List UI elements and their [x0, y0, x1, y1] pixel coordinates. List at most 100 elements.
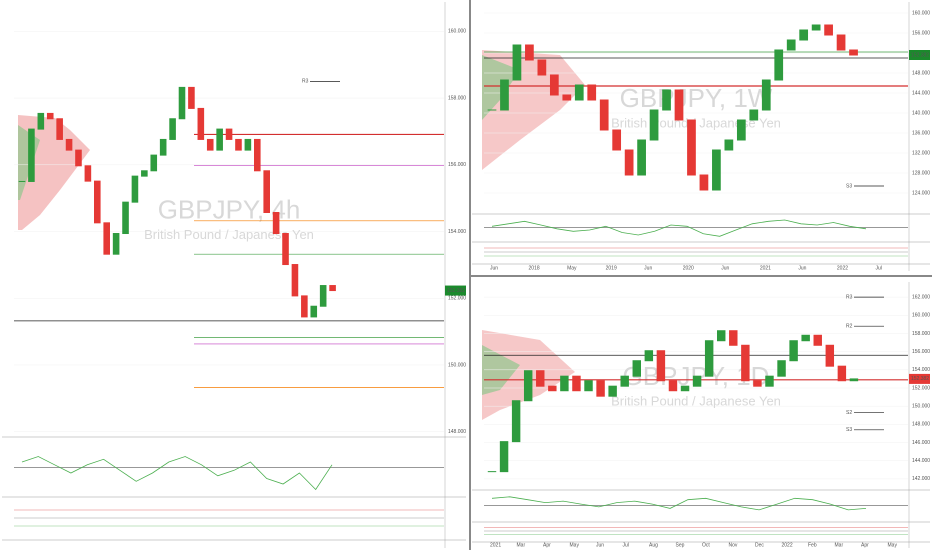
y-tick-label: 154.000	[912, 367, 930, 373]
time-label: 2020	[683, 265, 694, 271]
candle	[319, 285, 327, 307]
candle	[777, 360, 786, 377]
candle	[329, 285, 336, 292]
candle	[637, 139, 646, 176]
y-tick-label: 156.000	[912, 349, 930, 355]
candle	[46, 112, 54, 120]
candle	[141, 170, 148, 177]
candle	[584, 380, 593, 392]
time-label: 2022	[782, 542, 793, 548]
oscillator-line	[491, 219, 867, 237]
time-label: Jun	[644, 265, 652, 271]
y-tick-label: 156.000	[448, 162, 466, 168]
time-label: Jul	[623, 542, 629, 548]
candle	[704, 340, 714, 377]
candle	[825, 344, 835, 367]
candle	[811, 24, 821, 31]
candle	[849, 378, 859, 382]
pivot-label: R3	[302, 79, 309, 85]
oscillator-line	[491, 496, 867, 511]
time-label: Mar	[517, 542, 526, 548]
price-tag	[445, 285, 466, 296]
y-tick-label: 150.000	[448, 362, 466, 368]
y-tick-label: 128.000	[912, 170, 930, 176]
candle	[749, 109, 759, 121]
candle	[169, 118, 176, 140]
candle	[18, 180, 26, 182]
candle	[687, 119, 696, 176]
time-label: May	[888, 542, 898, 548]
candle	[717, 330, 726, 342]
candle	[263, 170, 270, 213]
candle	[537, 59, 547, 76]
candle	[235, 138, 242, 151]
candle	[786, 39, 796, 51]
time-label: Jun	[596, 542, 604, 548]
candle	[712, 149, 721, 191]
time-label: Dec	[755, 542, 764, 548]
candle	[28, 128, 35, 182]
time-label: Jun	[490, 265, 498, 271]
candle	[112, 233, 120, 255]
time-label: May	[570, 542, 580, 548]
pivot-label: R3	[846, 294, 853, 300]
candle	[587, 84, 597, 101]
price-label: 152.382	[447, 288, 465, 294]
candle	[487, 109, 497, 111]
candle	[753, 380, 762, 387]
candle	[736, 119, 746, 141]
time-label: Jun	[798, 265, 806, 271]
oscillator-line	[21, 456, 333, 491]
y-tick-label: 136.000	[912, 130, 930, 136]
time-label: Apr	[543, 542, 551, 548]
candle	[692, 375, 702, 387]
candle	[282, 233, 289, 266]
y-tick-label: 140.000	[912, 110, 930, 116]
y-tick-label: 156.000	[912, 30, 930, 36]
candle	[225, 128, 233, 140]
candle	[624, 149, 634, 176]
candle	[499, 441, 509, 473]
candle	[197, 107, 205, 140]
y-tick-label: 144.000	[912, 458, 930, 464]
candle	[836, 34, 846, 51]
candle	[562, 94, 572, 101]
y-tick-label: 148.000	[912, 70, 930, 76]
candle	[668, 380, 678, 392]
candle	[536, 370, 545, 387]
candle	[849, 49, 858, 56]
candle	[150, 154, 158, 172]
y-tick-label: 150.000	[912, 404, 930, 410]
time-label: May	[567, 265, 577, 271]
candle	[824, 24, 833, 36]
candle	[596, 380, 605, 397]
time-label: Sep	[676, 542, 685, 548]
candle	[525, 44, 534, 61]
price-label: 152.382	[911, 376, 929, 382]
candle	[254, 138, 261, 172]
time-label: 2021	[760, 265, 771, 271]
candle	[131, 175, 139, 203]
candle	[500, 79, 509, 111]
time-label: Jun	[721, 265, 729, 271]
time-label: Aug	[649, 542, 658, 548]
pivot-label: S3	[846, 183, 852, 189]
candle	[789, 340, 798, 362]
watermark-symbol: GBPJPY, 1W	[620, 83, 773, 113]
y-tick-label: 158.000	[912, 331, 930, 337]
candle	[632, 360, 641, 377]
y-tick-label: 160.000	[912, 313, 930, 319]
candle	[487, 471, 497, 473]
candle	[84, 165, 92, 182]
candle	[37, 112, 45, 130]
candle	[572, 375, 581, 392]
candle	[523, 370, 533, 402]
candle	[512, 44, 522, 81]
time-label: 2022	[837, 265, 848, 271]
candle	[159, 138, 167, 156]
candle	[801, 334, 810, 342]
y-tick-label: 148.000	[448, 429, 466, 435]
pivot-label: S3	[846, 427, 852, 433]
y-tick-label: 132.000	[912, 150, 930, 156]
y-tick-label: 160.000	[912, 10, 930, 16]
